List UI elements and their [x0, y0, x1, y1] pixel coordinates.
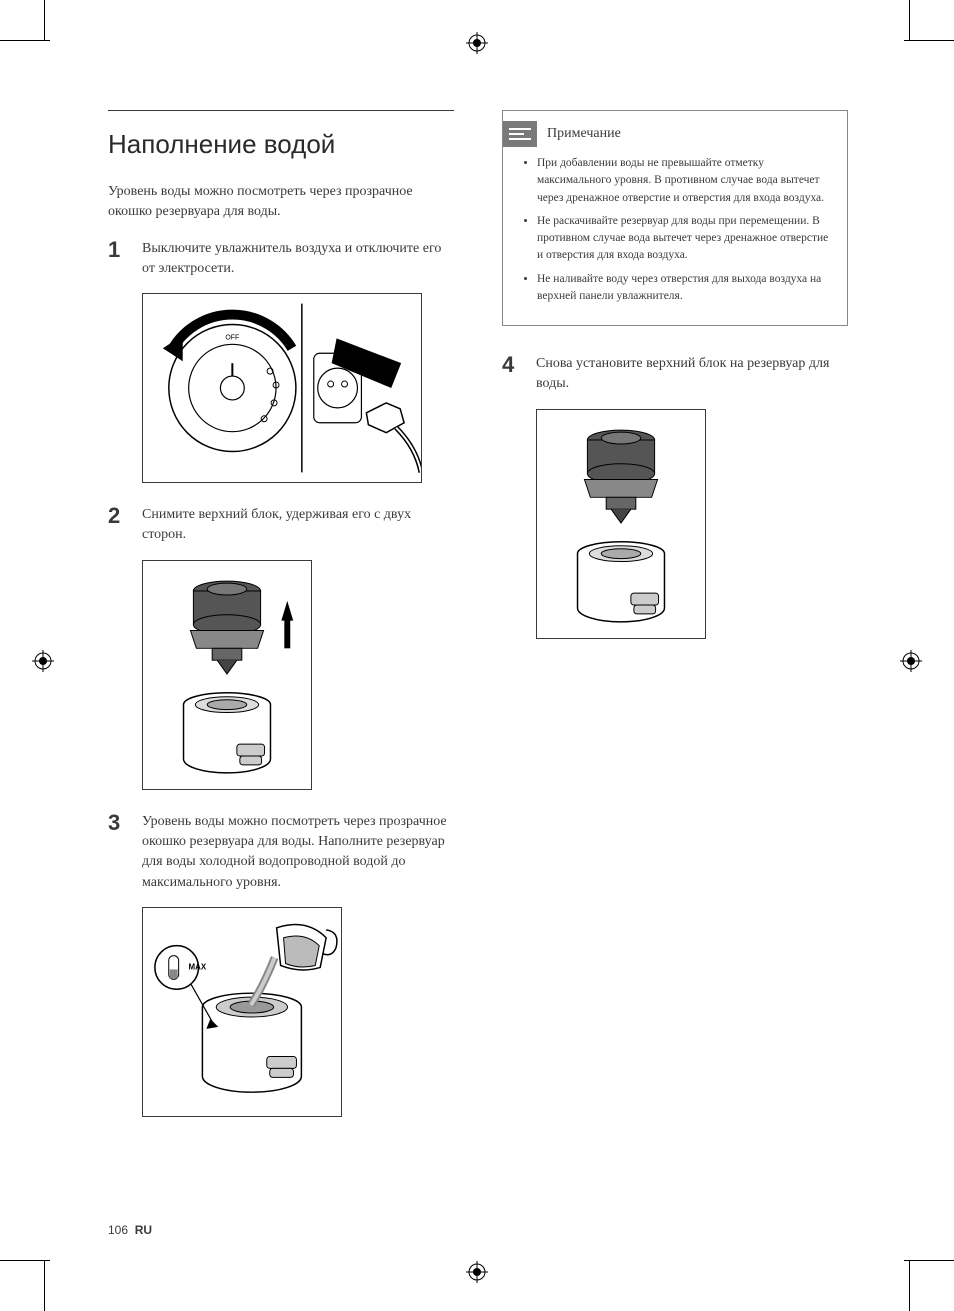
left-column: Наполнение водой Уровень воды можно посм…	[108, 110, 454, 1139]
note-item: Не наливайте воду через отверстия для вы…	[537, 271, 831, 306]
crop-mark	[0, 1233, 50, 1283]
registration-mark-icon	[32, 650, 54, 672]
crop-mark	[904, 18, 954, 68]
page-footer: 106 RU	[108, 1223, 152, 1237]
max-label: MAX	[189, 962, 207, 971]
step-number: 4	[502, 354, 520, 395]
note-item: Не раскачивайте резервуар для воды при п…	[537, 213, 831, 265]
diagram-remove-top	[142, 560, 312, 790]
diagram-unplug: OFF	[142, 293, 422, 483]
page-number: 106	[108, 1223, 128, 1237]
step-2: 2 Снимите верхний блок, удерживая его с …	[108, 505, 454, 546]
section-rule	[108, 110, 454, 111]
crop-mark	[904, 1233, 954, 1283]
registration-mark-icon	[900, 650, 922, 672]
note-box: Примечание При добавлении воды не превыш…	[502, 110, 848, 326]
crop-mark	[0, 18, 50, 68]
step-number: 1	[108, 239, 126, 280]
step-text: Снова установите верхний блок на резерву…	[536, 354, 848, 395]
diagram-fill-water: MAX	[142, 907, 342, 1117]
note-item: При добавлении воды не превышайте отметк…	[537, 155, 831, 207]
step-number: 2	[108, 505, 126, 546]
page-lang: RU	[135, 1223, 152, 1237]
note-title: Примечание	[547, 126, 621, 142]
intro-text: Уровень воды можно посмотреть через проз…	[108, 182, 454, 223]
step-text: Снимите верхний блок, удерживая его с дв…	[142, 505, 454, 546]
registration-mark-icon	[466, 32, 488, 54]
step-text: Уровень воды можно посмотреть через проз…	[142, 812, 454, 893]
step-4: 4 Снова установите верхний блок на резер…	[502, 354, 848, 395]
section-heading: Наполнение водой	[108, 129, 454, 160]
step-number: 3	[108, 812, 126, 893]
dial-off-label: OFF	[225, 335, 239, 342]
step-1: 1 Выключите увлажнитель воздуха и отключ…	[108, 239, 454, 280]
note-icon	[503, 121, 537, 147]
step-3: 3 Уровень воды можно посмотреть через пр…	[108, 812, 454, 893]
diagram-replace-top	[536, 409, 706, 639]
step-text: Выключите увлажнитель воздуха и отключит…	[142, 239, 454, 280]
right-column: Примечание При добавлении воды не превыш…	[502, 110, 848, 1139]
registration-mark-icon	[466, 1261, 488, 1283]
